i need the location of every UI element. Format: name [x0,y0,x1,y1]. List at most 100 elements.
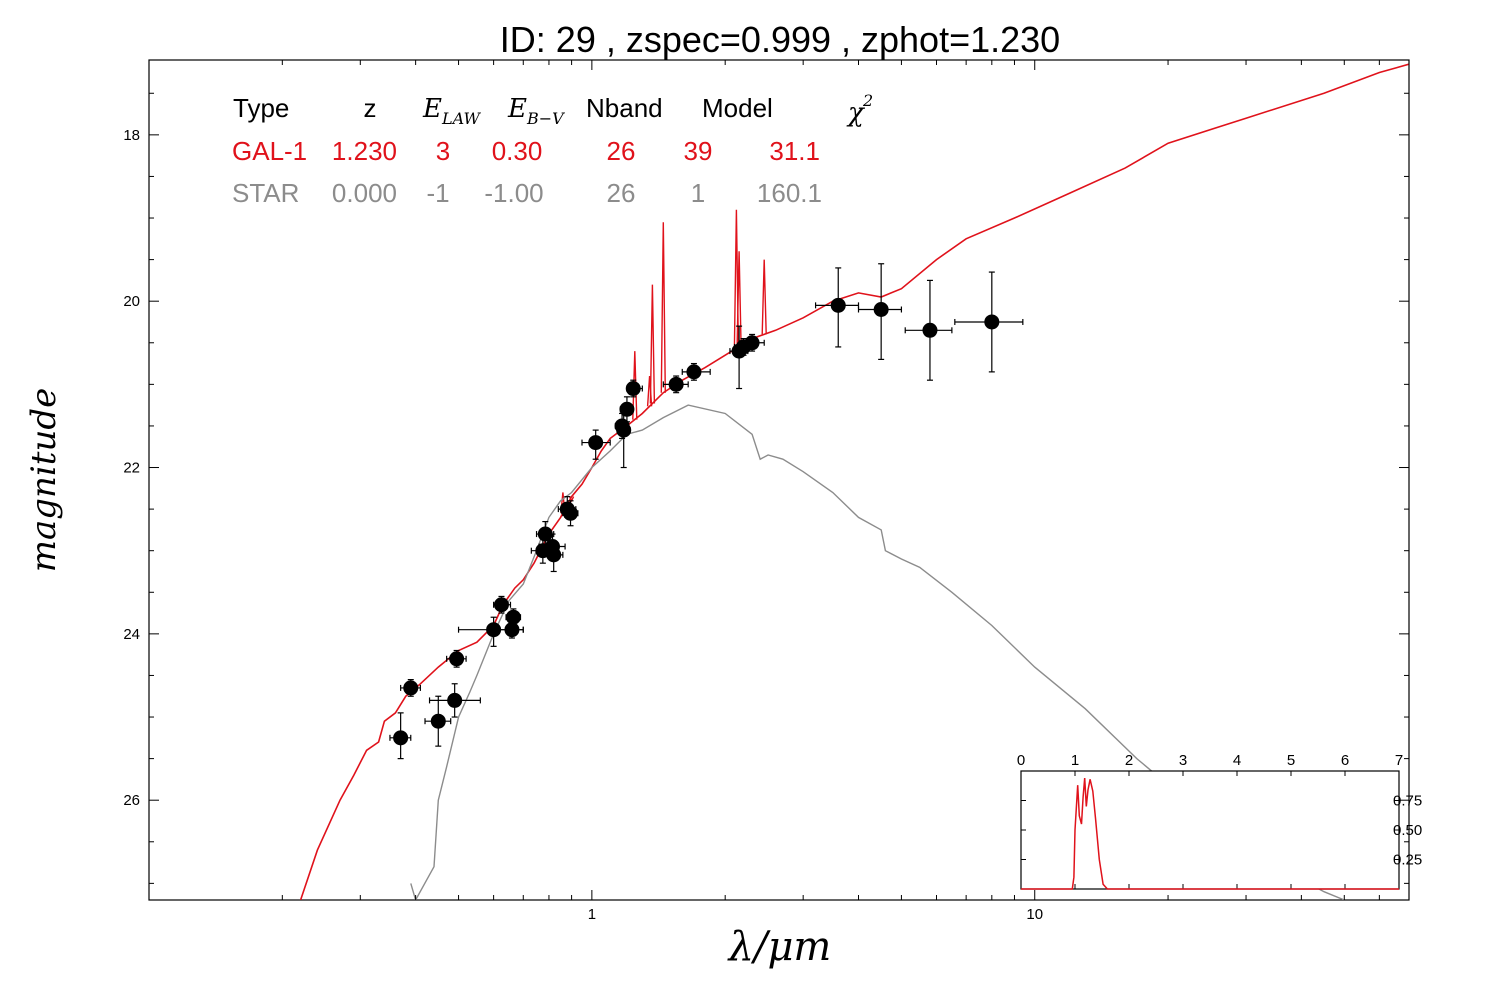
header-z: z [364,93,377,123]
data-marker [493,597,509,613]
inset-pdz-plot: 0 1 2 3 4 5 6 7 0.25 0.50 0.75 [1017,752,1422,890]
x-tick-label: 10 [1026,906,1043,923]
inset-x-tick-label: 5 [1287,752,1295,769]
row-star-ebv: -1.00 [484,178,543,208]
emission-line [660,222,666,393]
row-gal-elaw: 3 [436,136,450,166]
data-point [729,325,749,390]
inset-x-tick-label: 4 [1233,752,1241,769]
inset-y-tick-label: 0.25 [1393,852,1422,869]
row-gal-z: 1.230 [332,136,397,166]
inset-y-tick-label: 0.75 [1393,793,1422,810]
y-axis-label: magnitude [24,388,64,573]
header-model: Model [702,93,773,123]
row-gal-type: GAL-1 [232,136,307,166]
series-line-star [410,404,1345,900]
x-axis-label: λ/μm [727,924,832,970]
data-marker [505,609,521,625]
legend-table: Type z E LAW E B−V Nband Model χ 2 GAL-1… [232,91,873,208]
header-type: Type [233,93,289,123]
data-marker [616,422,632,438]
data-point [662,375,689,394]
y-tick-label: 22 [123,460,140,477]
row-star-chi2: 160.1 [757,178,822,208]
inset-x-tick-label: 1 [1071,752,1079,769]
row-gal-nband: 26 [607,136,636,166]
data-point [738,333,765,352]
data-point [446,649,467,668]
emission-line [736,251,742,347]
data-marker [984,314,1000,330]
series-line-gal-1 [299,63,1409,900]
x-tick-label: 1 [588,906,596,923]
inset-x-tick-label: 3 [1179,752,1187,769]
data-point [857,263,903,361]
data-point [681,362,711,381]
data-marker [430,713,446,729]
data-marker [619,401,635,417]
data-point [814,267,860,348]
data-point [493,595,512,614]
inset-y-tick-label: 0.50 [1393,822,1422,839]
emission-line [646,375,653,407]
row-star-model: 1 [691,178,705,208]
data-point [505,608,522,627]
data-point [616,408,632,469]
data-marker [537,526,553,542]
row-star-nband: 26 [607,178,636,208]
row-star-elaw: -1 [426,178,449,208]
data-marker [922,322,938,338]
data-point [562,500,579,527]
data-point [428,683,481,718]
data-marker [546,547,562,563]
data-marker [873,302,889,318]
data-marker [625,381,641,397]
header-ebv-letter: E [507,94,527,124]
data-point [424,695,452,747]
header-nband: Nband [586,93,663,123]
data-point [619,396,635,423]
data-point [954,271,1024,373]
data-point [581,429,611,460]
data-marker [686,364,702,380]
header-ebv: E B−V [507,94,565,128]
row-gal-model: 39 [684,136,713,166]
row-gal-chi2: 31.1 [769,136,820,166]
row-gal-ebv: 0.30 [492,136,543,166]
header-chi2-letter: χ [846,98,866,128]
inset-x-tick-label: 0 [1017,752,1025,769]
data-point [400,679,421,697]
data-point [625,379,643,398]
y-tick-label: 18 [123,127,140,144]
legend-row-galaxy: GAL-1 1.230 3 0.30 26 39 31.1 [232,136,820,166]
y-tick-label: 24 [123,626,140,643]
data-marker [486,622,502,638]
header-elaw-subscript: LAW [441,109,482,128]
data-marker [830,297,846,313]
data-point [389,712,412,760]
data-marker [449,651,465,667]
data-point [904,279,953,381]
inset-x-tick-label: 2 [1125,752,1133,769]
chart-title: ID: 29 , zspec=0.999 , zphot=1.230 [500,19,1060,60]
y-tick-label: 20 [123,293,140,310]
emission-line [761,259,767,335]
inset-pdz-line [1021,778,1399,890]
header-ebv-subscript: B−V [526,109,565,128]
data-marker [744,335,760,351]
header-elaw-letter: E [422,94,442,124]
inset-x-tick-label: 6 [1341,752,1349,769]
header-chi2: χ 2 [846,91,873,128]
row-star-z: 0.000 [332,178,397,208]
inset-series [1021,778,1399,890]
data-point [543,541,564,573]
header-elaw: E LAW [422,94,482,128]
data-marker [447,692,463,708]
data-marker [563,505,579,521]
y-tick-label: 26 [123,792,140,809]
data-marker [403,680,419,696]
data-marker [588,435,604,451]
